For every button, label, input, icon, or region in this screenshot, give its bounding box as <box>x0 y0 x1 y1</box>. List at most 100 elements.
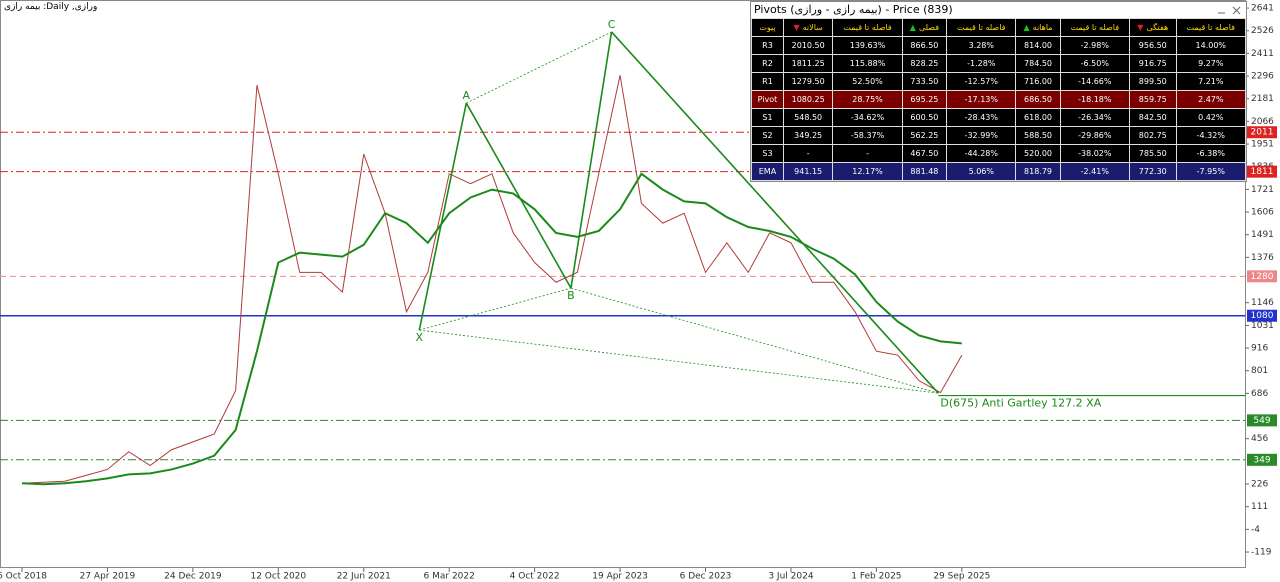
table-cell: S3 <box>751 144 784 163</box>
header-cell: ماهانه▲ <box>1015 18 1061 37</box>
table-cell: 139.63% <box>832 36 903 55</box>
x-tick-label: 22 Jun 2021 <box>337 572 391 582</box>
table-cell: 7.21% <box>1175 72 1247 91</box>
table-cell: -2.41% <box>1059 162 1130 181</box>
table-cell: 866.50 <box>901 36 948 55</box>
plot-frame <box>0 0 1246 568</box>
pattern-point-label: X <box>416 331 424 344</box>
level-label: 549 <box>1253 416 1270 426</box>
x-tick-label: 19 Apr 2023 <box>592 572 648 582</box>
table-cell: 28.75% <box>832 90 903 109</box>
symbol-label: ورازی, Daily: بیمه رازی <box>4 2 98 12</box>
header-text: سالانه <box>802 23 823 32</box>
table-cell: 956.50 <box>1128 36 1177 55</box>
table-cell: 695.25 <box>901 90 948 109</box>
table-cell: -29.86% <box>1059 126 1130 145</box>
table-cell: 1811.25 <box>782 54 834 73</box>
window-buttons[interactable] <box>1214 4 1244 16</box>
header-cell: پیوت <box>751 18 784 37</box>
table-row: S3- -467.50 -44.28% 520.00 -38.02% 785.50 -6.3… <box>751 144 1247 163</box>
y-tick-label: -119 <box>1251 548 1272 558</box>
y-tick-label: 686 <box>1251 389 1268 399</box>
table-cell: Pivot <box>751 90 784 109</box>
x-tick-label: 6 Oct 2018 <box>0 572 47 582</box>
y-tick-label: -4 <box>1251 525 1260 535</box>
header-cell: فاصله تا قیمت <box>946 18 1017 37</box>
table-cell: 916.75 <box>1128 54 1177 73</box>
header-text: فاصله تا قیمت <box>843 23 892 32</box>
y-tick-label: 1146 <box>1251 298 1274 308</box>
header-text: پیوت <box>759 23 776 32</box>
x-tick-label: 1 Feb 2025 <box>851 572 901 582</box>
y-tick-label: 1606 <box>1251 208 1274 218</box>
table-cell: -7.95% <box>1175 162 1247 181</box>
header-arrow: ▲ <box>909 23 916 32</box>
table-cell: 818.79 <box>1015 162 1061 181</box>
level-tag <box>1247 270 1277 283</box>
level-label: 1811 <box>1251 167 1274 177</box>
y-tick-label: 916 <box>1251 344 1268 354</box>
table-cell: -26.34% <box>1059 108 1130 127</box>
table-cell: 785.50 <box>1128 144 1177 163</box>
level-tag <box>1247 453 1277 466</box>
ema-line <box>21 172 962 486</box>
table-row: S2 349.25 -58.37% 562.25 -32.99% 588.50 -29.86… <box>751 126 1247 145</box>
table-cell: R3 <box>751 36 784 55</box>
table-cell: 548.50 <box>782 108 834 127</box>
table-cell: -32.99% <box>946 126 1017 145</box>
header-text: فاصله تا قیمت <box>1070 23 1120 32</box>
table-cell: 5.06% <box>946 162 1017 181</box>
panel-title: Pivots (بیمه رازی - ورازی) - Price (839) <box>751 2 1246 18</box>
x-tick-label: 4 Oct 2022 <box>510 572 560 582</box>
x-tick-label: 24 Dec 2019 <box>164 572 222 582</box>
header-text: فاصله تا قیمت <box>957 23 1006 32</box>
table-cell: 12.17% <box>832 162 903 181</box>
table-cell: 859.75 <box>1128 90 1177 109</box>
table-row: R1 1279.50 52.50% 733.50 -12.57% 716.00 -14.66… <box>751 72 1247 91</box>
panel-title-text: Pivots (بیمه رازی - ورازی) - Price (839) <box>754 3 953 16</box>
table-cell: 600.50 <box>901 108 948 127</box>
table-cell: 716.00 <box>1015 72 1061 91</box>
table-row: R3 2010.50 139.63% 866.50 3.28% 814.00 -2.98% 9… <box>751 36 1247 55</box>
y-tick-label: 226 <box>1251 480 1268 490</box>
header-row: پیوت سالانه▼ فاصله تا قیمت فصلی▲ فاصله تا قی… <box>751 18 1247 37</box>
price-line <box>21 75 963 484</box>
header-arrow: ▼ <box>1137 23 1144 32</box>
table-cell: -14.66% <box>1059 72 1130 91</box>
pattern-annotation: D(675) Anti Gartley 127.2 XA <box>940 397 1101 410</box>
table-cell: -17.13% <box>946 90 1017 109</box>
table-cell: -12.57% <box>946 72 1017 91</box>
level-tag <box>1247 165 1277 178</box>
y-tick-label: 456 <box>1251 434 1268 444</box>
level-label: 349 <box>1253 455 1270 465</box>
x-tick-label: 3 Jul 2024 <box>768 572 813 582</box>
y-tick-label: 2411 <box>1251 49 1274 59</box>
header-cell: فاصله تا قیمت <box>1059 18 1130 37</box>
table-cell: -18.18% <box>1059 90 1130 109</box>
table-cell: 588.50 <box>1015 126 1061 145</box>
x-tick-label: 27 Apr 2019 <box>80 572 136 582</box>
table-cell: -58.37% <box>832 126 903 145</box>
level-label: 1280 <box>1251 272 1274 282</box>
table-cell: -28.43% <box>946 108 1017 127</box>
y-tick-label: 2526 <box>1251 26 1274 36</box>
y-tick-label: 801 <box>1251 366 1268 376</box>
pattern-leg <box>610 31 939 394</box>
table-cell: - <box>832 144 903 163</box>
table-cell: S1 <box>751 108 784 127</box>
table-cell: 772.30 <box>1128 162 1177 181</box>
header-cell: سالانه▼ <box>782 18 834 37</box>
table-cell: EMA <box>751 162 784 181</box>
table-cell: 349.25 <box>782 126 834 145</box>
level-label: 2011 <box>1251 128 1274 138</box>
x-tick-label: 6 Dec 2023 <box>680 572 732 582</box>
table-cell: 842.50 <box>1128 108 1177 127</box>
table-cell: 802.75 <box>1128 126 1177 145</box>
table-cell: 828.25 <box>901 54 948 73</box>
pattern-guide <box>419 329 939 394</box>
pattern-leg <box>570 31 613 289</box>
table-cell: -6.38% <box>1175 144 1247 163</box>
table-cell: S2 <box>751 126 784 145</box>
y-tick-label: 1721 <box>1251 185 1274 195</box>
